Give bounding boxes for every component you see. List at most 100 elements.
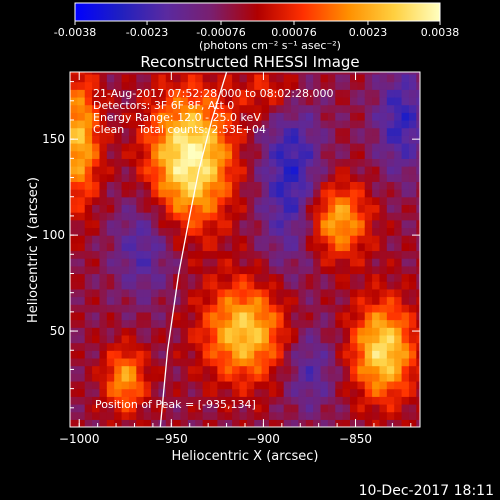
heatmap-cell: [232, 81, 241, 90]
heatmap-cell: [195, 319, 204, 328]
heatmap-cell: [77, 227, 86, 236]
heatmap-cell: [158, 143, 167, 152]
heatmap-cell: [77, 112, 86, 121]
heatmap-cell: [239, 419, 248, 427]
heatmap-cell: [180, 311, 189, 321]
heatmap-cell: [114, 288, 123, 298]
heatmap-cell: [77, 158, 86, 167]
heatmap-cell: [357, 265, 366, 275]
heatmap-cell: [268, 281, 277, 290]
heatmap-cell: [408, 242, 417, 252]
heatmap-cell: [416, 242, 420, 252]
heatmap-cell: [224, 357, 233, 367]
heatmap-cell: [99, 212, 108, 221]
heatmap-cell: [224, 89, 233, 98]
heatmap-cell: [305, 403, 314, 413]
heatmap-cell: [121, 227, 130, 236]
heatmap-cell: [416, 273, 420, 282]
heatmap-cell: [350, 204, 358, 213]
heatmap-cell: [291, 357, 300, 367]
heatmap-cell: [401, 258, 410, 267]
heatmap-cell: [342, 166, 351, 175]
heatmap-cell: [261, 319, 270, 328]
heatmap-cell: [298, 227, 307, 236]
heatmap-cell: [195, 212, 204, 221]
heatmap-cell: [180, 89, 189, 98]
heatmap-cell: [357, 327, 366, 336]
heatmap-cell: [335, 411, 344, 420]
heatmap-cell: [224, 281, 233, 290]
heatmap-cell: [246, 350, 255, 359]
heatmap-cell: [364, 81, 373, 90]
heatmap-cell: [99, 357, 108, 367]
heatmap-cell: [165, 281, 174, 290]
heatmap-cell: [128, 304, 137, 313]
heatmap-cell: [386, 281, 395, 290]
heatmap-cell: [143, 365, 152, 374]
heatmap-cell: [84, 380, 93, 390]
heatmap-cell: [99, 327, 108, 336]
heatmap-cell: [401, 135, 410, 144]
heatmap-cell: [114, 258, 123, 267]
heatmap-cell: [202, 342, 211, 351]
heatmap-cell: [158, 158, 167, 167]
heatmap-cell: [84, 273, 93, 282]
heatmap-cell: [254, 127, 263, 136]
heatmap-cell: [408, 357, 417, 367]
heatmap-cell: [261, 150, 270, 159]
heatmap-cell: [379, 127, 388, 136]
heatmap-cell: [364, 189, 373, 198]
heatmap-cell: [364, 380, 373, 390]
heatmap-cell: [386, 396, 395, 405]
heatmap-cell: [305, 143, 314, 152]
heatmap-cell: [401, 89, 410, 98]
heatmap-cell: [232, 411, 241, 420]
heatmap-cell: [394, 135, 403, 144]
heatmap-cell: [283, 311, 292, 321]
heatmap-cell: [165, 396, 174, 405]
heatmap-cell: [261, 112, 270, 121]
colorbar-tick-label: -0.0038: [54, 26, 96, 39]
heatmap-cell: [335, 403, 344, 413]
heatmap-cell: [195, 96, 204, 106]
heatmap-cell: [408, 265, 417, 275]
heatmap-cell: [158, 112, 167, 121]
heatmap-cell: [401, 112, 410, 121]
heatmap-cell: [187, 196, 196, 206]
heatmap-cell: [305, 150, 314, 159]
heatmap-cell: [246, 204, 255, 213]
heatmap-cell: [261, 242, 270, 252]
heatmap-cell: [379, 143, 388, 152]
heatmap-cell: [136, 135, 145, 144]
heatmap-cell: [416, 104, 420, 113]
heatmap-cell: [121, 304, 130, 313]
heatmap-cell: [202, 288, 211, 298]
heatmap-cell: [394, 357, 403, 367]
heatmap-cell: [121, 189, 130, 198]
heatmap-cell: [298, 396, 307, 405]
heatmap-cell: [92, 119, 101, 129]
heatmap-cell: [350, 242, 358, 252]
heatmap-cell: [239, 319, 248, 328]
heatmap-cell: [195, 104, 204, 113]
heatmap-cell: [151, 196, 160, 206]
heatmap-cell: [114, 112, 123, 121]
heatmap-cell: [106, 350, 115, 359]
heatmap-cell: [372, 104, 381, 113]
heatmap-cell: [173, 288, 182, 298]
heatmap-cell: [268, 304, 277, 313]
heatmap-cell: [283, 166, 292, 175]
heatmap-cell: [77, 250, 86, 259]
heatmap-cell: [291, 342, 300, 351]
heatmap-cell: [401, 388, 410, 397]
heatmap-cell: [195, 357, 204, 367]
heatmap-cell: [364, 342, 373, 351]
heatmap-image: [70, 72, 420, 427]
heatmap-cell: [350, 73, 358, 83]
heatmap-cell: [416, 342, 420, 351]
heatmap-cell: [386, 166, 395, 175]
heatmap-cell: [379, 219, 388, 229]
heatmap-cell: [350, 196, 358, 206]
heatmap-cell: [128, 288, 137, 298]
heatmap-cell: [386, 72, 395, 75]
